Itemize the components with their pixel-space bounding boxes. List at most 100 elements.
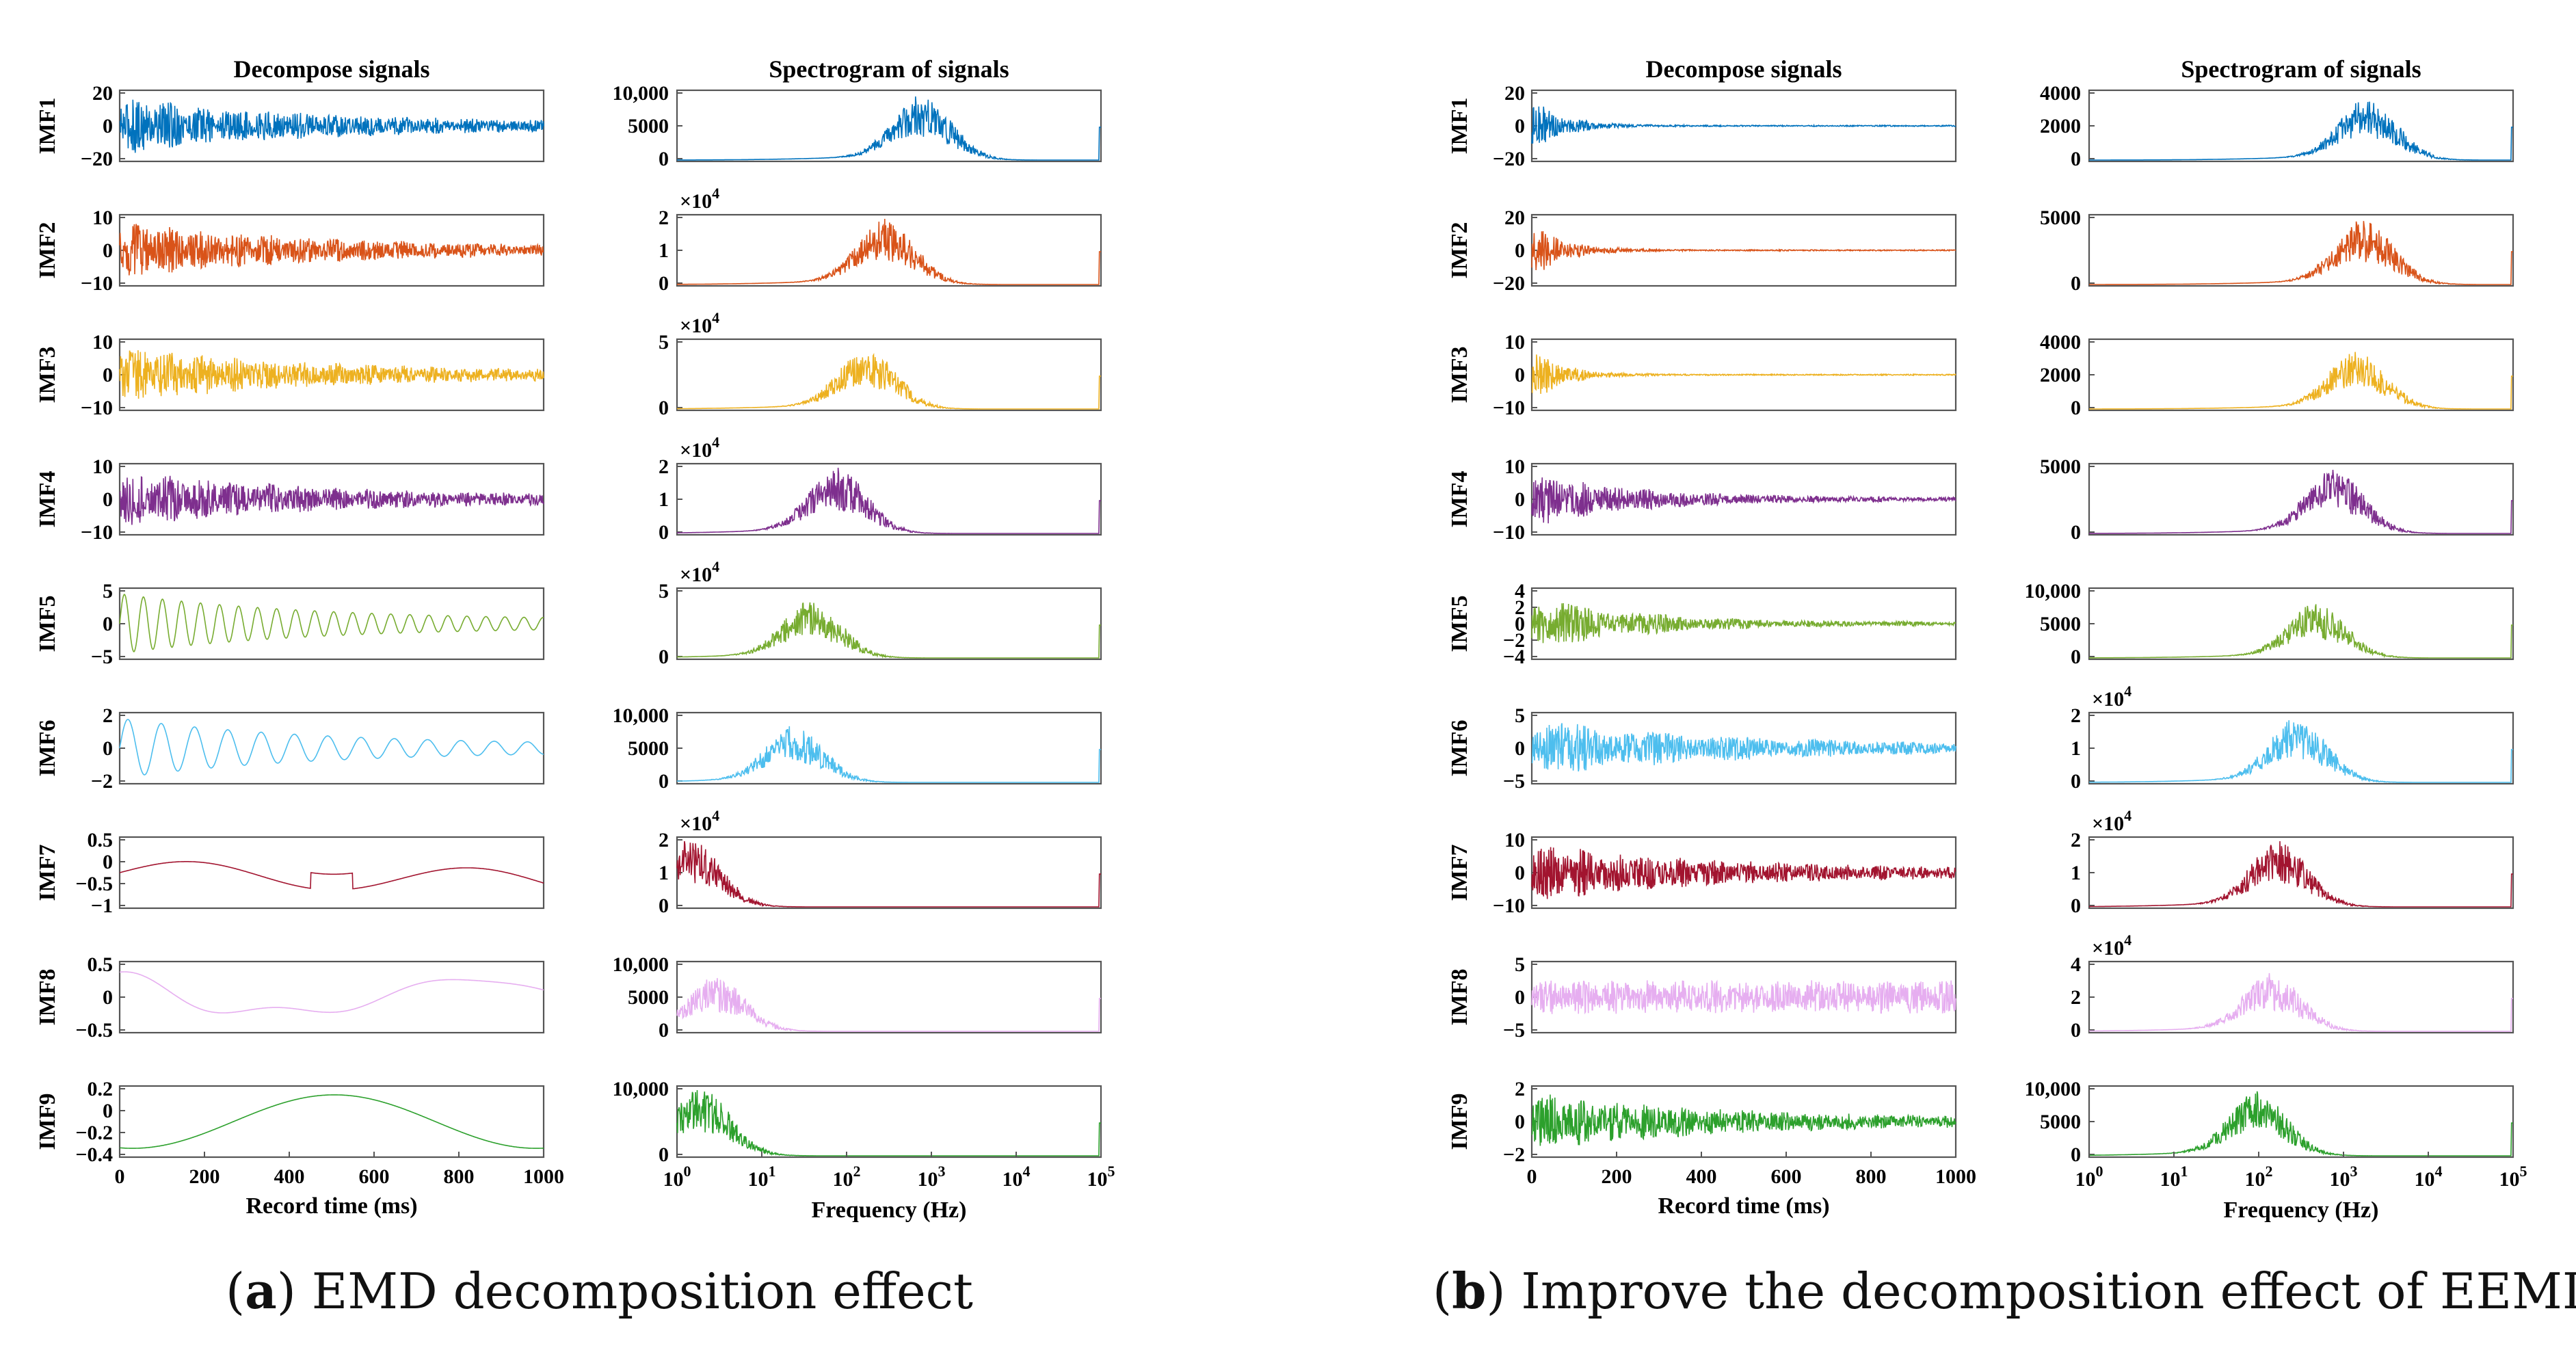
signal-imf4 xyxy=(119,475,544,525)
row-b-imf6: IMF6 5 0 −5 2 1 0 ×104 xyxy=(1447,683,2514,793)
spec-axes-imf6 xyxy=(676,711,1102,785)
spec-xtick-exp: 2 xyxy=(853,1163,861,1180)
ytick-label: −2 xyxy=(91,770,113,793)
signal-imf2 xyxy=(119,224,544,276)
signal-imf2 xyxy=(1531,231,1956,271)
ytick-label: 0.2 xyxy=(88,1078,114,1100)
signal-imf5 xyxy=(1531,603,1956,644)
ytick-label: 0 xyxy=(1515,364,1525,386)
signal-imf1 xyxy=(119,99,544,153)
spec-xtick-label: 103 xyxy=(2330,1163,2358,1191)
spec-axes-imf3 xyxy=(676,338,1102,412)
spec-xtick-exp: 5 xyxy=(1108,1163,1115,1180)
ytick-label: −0.2 xyxy=(75,1122,113,1144)
spec-axes-imf8 xyxy=(676,960,1102,1034)
spec-ytick-label: 0 xyxy=(659,1143,669,1166)
spectrum-imf8 xyxy=(676,978,1101,1032)
spec-ytick-label: 0 xyxy=(659,521,669,544)
time-xtick-label: 800 xyxy=(1856,1165,1887,1188)
ytick-label: −5 xyxy=(1503,770,1525,793)
time-xlabel-b: Record time (ms) xyxy=(1658,1193,1829,1219)
ytick-label: 20 xyxy=(1504,82,1525,105)
spec-ytick-label: 10,000 xyxy=(613,1078,669,1100)
ylabel-imf4: IMF4 xyxy=(35,471,60,527)
spec-xtick-exp: 4 xyxy=(1023,1163,1031,1180)
ytick-label: −0.5 xyxy=(75,873,113,895)
ytick-label: −0.4 xyxy=(75,1143,113,1166)
time-xtick-label: 1000 xyxy=(523,1165,564,1188)
spec-ytick-label: 5000 xyxy=(628,986,669,1009)
ytick-label: 0 xyxy=(1515,737,1525,760)
ylabel-imf6: IMF6 xyxy=(1447,719,1472,776)
spec-ytick-label: 5000 xyxy=(2040,207,2081,229)
ytick-label: 10 xyxy=(92,455,113,478)
ylabel-imf5: IMF5 xyxy=(1447,595,1472,652)
ytick-label: 0 xyxy=(103,239,113,262)
spec-exponent-power: 4 xyxy=(712,558,719,575)
spec-ytick-label: 1 xyxy=(2071,862,2081,884)
spec-ytick-label: 10,000 xyxy=(613,704,669,727)
ylabel-imf7: IMF7 xyxy=(1447,844,1472,901)
ylabel-imf9: IMF9 xyxy=(1447,1093,1472,1150)
ytick-label: 20 xyxy=(92,82,113,105)
ytick-label: 0 xyxy=(103,986,113,1009)
row-a-imf3: IMF3 10 0 −10 5 0 ×104 xyxy=(35,309,1102,419)
ytick-label: 2 xyxy=(103,704,113,727)
ytick-label: −20 xyxy=(1493,272,1525,295)
spec-ytick-label: 1 xyxy=(659,239,669,262)
ytick-label: 0 xyxy=(1515,239,1525,262)
caption-a-text: EMD decomposition effect xyxy=(311,1262,973,1320)
spec-ytick-label: 2000 xyxy=(2040,115,2081,137)
time-xtick-label: 0 xyxy=(1527,1165,1537,1188)
spec-xtick-label: 101 xyxy=(2160,1163,2188,1191)
spec-exponent-base: ×104 xyxy=(2092,683,2132,711)
spec-ytick-label: 0 xyxy=(659,895,669,917)
spectrum-imf4 xyxy=(677,467,1101,534)
ytick-label: −10 xyxy=(1493,895,1525,917)
time-xtick-label: 1000 xyxy=(1935,1165,1976,1188)
spec-ytick-label: 5000 xyxy=(628,115,669,137)
spec-exponent-power: 4 xyxy=(2124,931,2132,949)
spec-title-a: Spectrogram of signals xyxy=(769,55,1009,83)
ylabel-imf9: IMF9 xyxy=(35,1093,60,1150)
ytick-label: 0 xyxy=(103,488,113,511)
spec-ytick-label: 0 xyxy=(2071,272,2081,295)
spectrum-imf2 xyxy=(2089,221,2513,285)
ytick-label: 4 xyxy=(1515,580,1525,603)
time-xtick-label: 600 xyxy=(359,1165,390,1188)
spec-ytick-label: 10,000 xyxy=(2025,1078,2082,1100)
spec-ytick-label: 5 xyxy=(659,580,669,603)
signal-imf3 xyxy=(1531,354,1956,394)
ytick-label: 2 xyxy=(1515,1078,1525,1100)
spec-xtick-exp: 3 xyxy=(938,1163,946,1180)
spec-xtick-label: 102 xyxy=(833,1163,861,1191)
row-b-imf1: IMF1 20 0 −20 4000 2000 0 xyxy=(1447,82,2514,170)
time-xtick-label: 0 xyxy=(115,1165,125,1188)
spec-xtick-label: 104 xyxy=(2415,1163,2443,1191)
signal-imf6 xyxy=(1531,723,1956,772)
spec-exponent-power: 4 xyxy=(712,309,719,326)
spectrum-imf5 xyxy=(676,602,1101,659)
spec-ytick-label: 2000 xyxy=(2040,364,2081,386)
ytick-label: 0.5 xyxy=(88,829,114,851)
time-axes-imf5 xyxy=(118,587,545,661)
spec-ytick-label: 0 xyxy=(659,272,669,295)
spec-axes-imf9 xyxy=(676,1085,1102,1159)
spec-ytick-label: 2 xyxy=(2071,986,2081,1009)
spectrum-imf6 xyxy=(677,726,1101,783)
spec-ytick-label: 5000 xyxy=(2040,1111,2081,1133)
time-xlabel-a: Record time (ms) xyxy=(245,1193,417,1219)
ylabel-imf1: IMF1 xyxy=(1447,97,1472,154)
ytick-label: −10 xyxy=(1493,521,1525,544)
time-xtick-label: 600 xyxy=(1771,1165,1802,1188)
row-a-imf8: IMF8 0.5 0 −0.5 10,000 5000 0 xyxy=(35,953,1102,1042)
spec-axes-imf5 xyxy=(2088,587,2514,661)
spec-exponent-power: 4 xyxy=(2124,807,2132,824)
spec-exponent-base: ×104 xyxy=(2092,931,2132,959)
caption-a: (a) EMD decomposition effect xyxy=(226,1262,973,1320)
spec-xlabel-b: Frequency (Hz) xyxy=(2224,1197,2379,1223)
ylabel-imf8: IMF8 xyxy=(1447,968,1472,1025)
spec-ytick-label: 2 xyxy=(2071,704,2081,727)
